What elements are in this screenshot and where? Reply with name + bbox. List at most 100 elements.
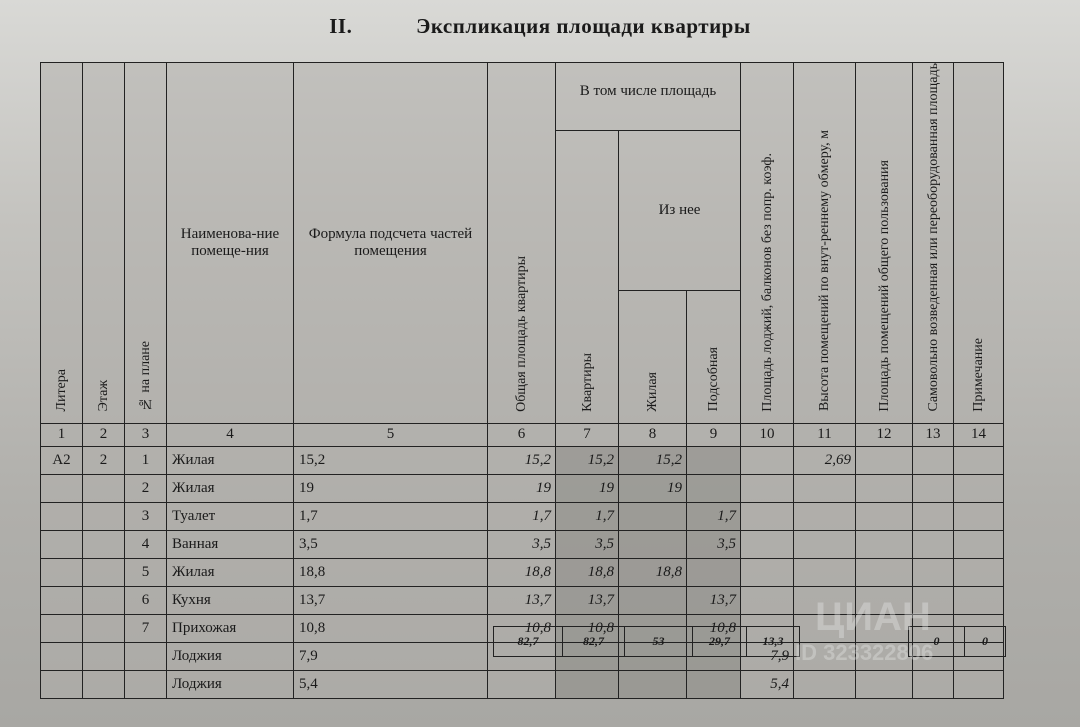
table-row: 6 Кухня 13,7 13,7 13,7 13,7 xyxy=(40,585,1004,615)
cell-note xyxy=(953,669,1004,699)
cell-total: 13,7 xyxy=(487,585,556,615)
cell-formula: 13,7 xyxy=(293,585,488,615)
column-number: 1 xyxy=(40,422,83,447)
cell-samovol xyxy=(912,445,954,475)
cell-total: 1,7 xyxy=(487,501,556,531)
header-iz-nee: Из нее xyxy=(618,130,741,291)
cell-zhilaya: 15,2 xyxy=(618,445,687,475)
cell-podsobnaya xyxy=(686,473,741,503)
cell-samovol xyxy=(912,669,954,699)
cell-note xyxy=(953,445,1004,475)
cell-lodzhii xyxy=(740,473,794,503)
total-kvartiry: 82,7 xyxy=(562,626,625,657)
cell-etazh xyxy=(82,641,125,671)
cell-height xyxy=(793,501,856,531)
cell-note xyxy=(953,557,1004,587)
cell-kvartiry xyxy=(555,669,619,699)
column-number: 8 xyxy=(618,422,687,447)
cell-etazh: 2 xyxy=(82,445,125,475)
cell-etazh xyxy=(82,669,125,699)
explication-table: Литера Этаж № на плане Наименова-ние пом… xyxy=(40,62,1004,699)
column-number: 10 xyxy=(740,422,794,447)
cell-etazh xyxy=(82,585,125,615)
cell-litera xyxy=(40,501,83,531)
header-kvartiry: Квартиры xyxy=(555,130,619,424)
cell-name: Прихожая xyxy=(166,613,294,643)
cell-formula: 5,4 xyxy=(293,669,488,699)
cell-height xyxy=(793,473,856,503)
totals-table: 82,7 82,7 53 29,7 13,3 0 0 xyxy=(493,626,1006,657)
column-number: 3 xyxy=(124,422,167,447)
cell-podsobnaya xyxy=(686,557,741,587)
cell-litera xyxy=(40,529,83,559)
table-row: 3 Туалет 1,7 1,7 1,7 1,7 xyxy=(40,501,1004,531)
cell-lodzhii xyxy=(740,557,794,587)
header-podsobnaya: Подсобная xyxy=(686,289,741,424)
cell-podsobnaya xyxy=(686,669,741,699)
cell-no: 7 xyxy=(124,613,167,643)
document-title: II. Экспликация площади квартиры xyxy=(0,14,1080,39)
column-number: 9 xyxy=(686,422,741,447)
cell-kvartiry: 3,5 xyxy=(555,529,619,559)
cell-litera xyxy=(40,585,83,615)
total-samovol: 0 xyxy=(964,626,1006,657)
cell-samovol xyxy=(912,501,954,531)
total-lodzhii: 13,3 xyxy=(746,626,800,657)
cell-litera xyxy=(40,613,83,643)
header-no: № на плане xyxy=(124,62,167,424)
cell-total: 19 xyxy=(487,473,556,503)
cell-podsobnaya xyxy=(686,445,741,475)
cell-lodzhii xyxy=(740,585,794,615)
header-lodzhii: Площадь лоджий, балконов без попр. коэф. xyxy=(740,62,794,424)
cell-no: 5 xyxy=(124,557,167,587)
cell-samovol xyxy=(912,529,954,559)
cell-no: 3 xyxy=(124,501,167,531)
cell-kvartiry: 19 xyxy=(555,473,619,503)
cell-no xyxy=(124,641,167,671)
watermark-id: ID 323322806 xyxy=(795,640,934,665)
cell-zhilaya xyxy=(618,669,687,699)
table-row: 5 Жилая 18,8 18,8 18,8 18,8 xyxy=(40,557,1004,587)
header-height: Высота помещений по внут-реннему обмеру,… xyxy=(793,62,856,424)
cell-name: Туалет xyxy=(166,501,294,531)
column-number: 13 xyxy=(912,422,954,447)
cell-height xyxy=(793,669,856,699)
cell-no: 4 xyxy=(124,529,167,559)
cell-podsobnaya: 1,7 xyxy=(686,501,741,531)
cell-height: 2,69 xyxy=(793,445,856,475)
cell-total: 15,2 xyxy=(487,445,556,475)
cell-no: 1 xyxy=(124,445,167,475)
column-number: 6 xyxy=(487,422,556,447)
cell-name: Лоджия xyxy=(166,641,294,671)
cell-note xyxy=(953,501,1004,531)
cell-name: Жилая xyxy=(166,445,294,475)
header-litera: Литера xyxy=(40,62,83,424)
cell-no xyxy=(124,669,167,699)
cell-no: 6 xyxy=(124,585,167,615)
cell-etazh xyxy=(82,473,125,503)
cell-litera: А2 xyxy=(40,445,83,475)
cell-common xyxy=(855,529,913,559)
column-number: 7 xyxy=(555,422,619,447)
cell-name: Жилая xyxy=(166,557,294,587)
cell-lodzhii xyxy=(740,445,794,475)
cell-note xyxy=(953,529,1004,559)
cell-name: Лоджия xyxy=(166,669,294,699)
cell-kvartiry: 15,2 xyxy=(555,445,619,475)
cell-lodzhii xyxy=(740,501,794,531)
header-zhilaya: Жилая xyxy=(618,289,687,424)
table-row: 2 Жилая 19 19 19 19 xyxy=(40,473,1004,503)
cell-formula: 7,9 xyxy=(293,641,488,671)
cell-litera xyxy=(40,557,83,587)
cell-samovol xyxy=(912,557,954,587)
title-text: Экспликация площади квартиры xyxy=(416,14,751,38)
cell-zhilaya: 18,8 xyxy=(618,557,687,587)
cell-name: Жилая xyxy=(166,473,294,503)
cell-kvartiry: 18,8 xyxy=(555,557,619,587)
cell-podsobnaya: 13,7 xyxy=(686,585,741,615)
cell-height xyxy=(793,613,856,643)
cell-formula: 10,8 xyxy=(293,613,488,643)
cell-name: Ванная xyxy=(166,529,294,559)
header-common: Площадь помещений общего пользования xyxy=(855,62,913,424)
cell-formula: 1,7 xyxy=(293,501,488,531)
